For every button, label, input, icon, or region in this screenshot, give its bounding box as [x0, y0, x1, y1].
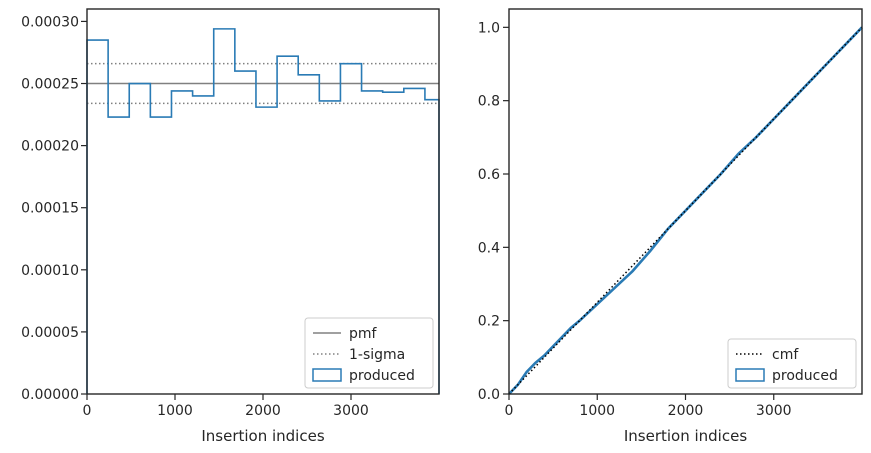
plot-frame — [508, 8, 863, 395]
produced-step-histogram — [86, 28, 440, 394]
x-axis-label: Insertion indices — [624, 427, 747, 445]
left-panel-pmf-histogram: 0.00000 0.00005 0.00010 0.00015 0.00020 0.000… — [21, 8, 440, 445]
x-tick-label: 2000 — [245, 403, 281, 419]
produced-cumulative-line — [508, 26, 863, 395]
x-tick-label: 1000 — [157, 403, 193, 419]
plot-frame — [86, 8, 440, 395]
y-tick-label: 0.8 — [478, 94, 500, 110]
x-tick-label: 2000 — [668, 403, 704, 419]
legend-label: produced — [349, 368, 415, 384]
x-tick-label: 3000 — [756, 403, 792, 419]
y-tick-label: 0.2 — [478, 314, 500, 330]
y-tick-label: 0.00005 — [21, 325, 79, 341]
y-tick-label: 0.00015 — [21, 201, 79, 217]
y-tick-label: 1.0 — [478, 20, 500, 36]
legend: cmf produced — [727, 338, 857, 389]
legend: pmf 1-sigma produced — [304, 317, 434, 389]
y-tick-label: 0.0 — [478, 387, 500, 403]
legend-label: cmf — [772, 347, 799, 363]
legend-box — [727, 338, 857, 389]
x-tick-label: 3000 — [333, 403, 369, 419]
legend-label: produced — [772, 368, 838, 384]
legend-label: pmf — [349, 326, 378, 342]
legend-produced-swatch — [735, 368, 765, 382]
x-axis-label: Insertion indices — [201, 427, 324, 445]
y-tick-label: 0.00030 — [21, 14, 79, 30]
x-tick-label: 0 — [83, 403, 92, 419]
legend-produced-swatch — [312, 368, 342, 382]
legend-box — [304, 317, 434, 389]
x-tick-label: 1000 — [579, 403, 615, 419]
right-panel-cmf-plot: 0.0 0.2 0.4 0.6 0.8 1.0 0 1000 2000 3000 Insertion… — [478, 8, 863, 445]
legend-label: 1-sigma — [349, 347, 405, 363]
y-tick-label: 0.00020 — [21, 139, 79, 155]
y-tick-label: 0.00000 — [21, 387, 79, 403]
y-tick-label: 0.6 — [478, 167, 500, 183]
cmf-line — [508, 26, 863, 395]
y-tick-label: 0.4 — [478, 240, 500, 256]
y-tick-label: 0.00025 — [21, 77, 79, 93]
x-tick-label: 0 — [505, 403, 514, 419]
y-tick-label: 0.00010 — [21, 263, 79, 279]
